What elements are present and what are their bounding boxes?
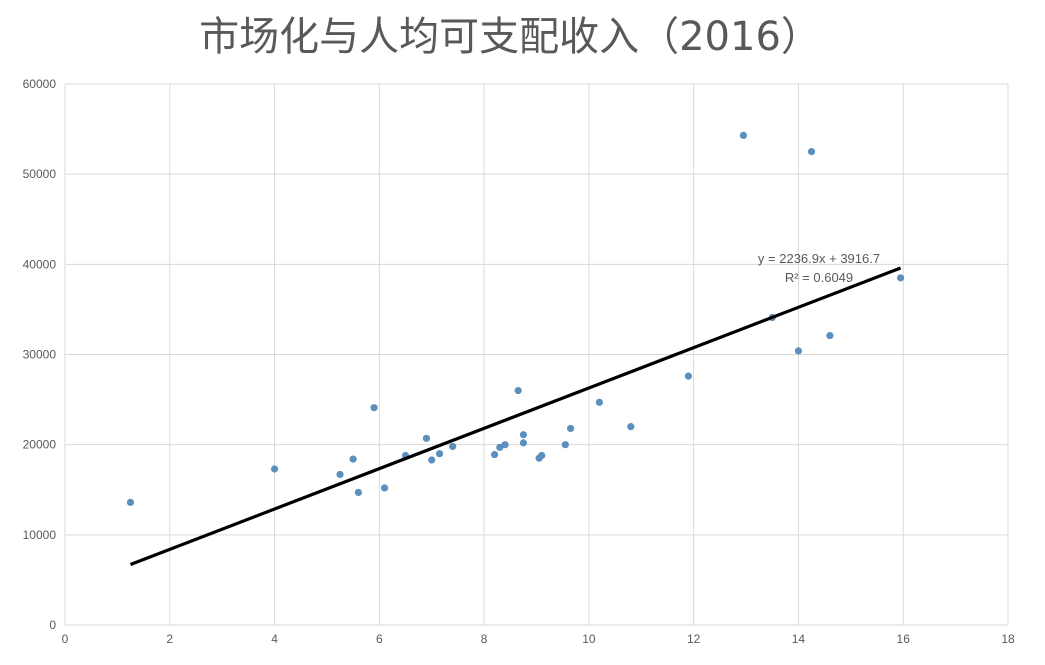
chart-title: 市场化与人均可支配收入（2016） — [199, 14, 821, 60]
x-tick-label: 18 — [1001, 632, 1015, 646]
y-tick-label: 10000 — [23, 528, 57, 542]
data-point — [349, 455, 357, 463]
y-tick-label: 40000 — [23, 257, 57, 271]
data-point — [354, 488, 362, 497]
data-point — [897, 274, 905, 282]
data-points — [126, 131, 905, 506]
y-tick-label: 30000 — [23, 348, 57, 362]
x-tick-label: 10 — [582, 632, 596, 646]
y-axis-tick-labels: 0 10000 20000 30000 40000 50000 60000 — [23, 77, 57, 632]
data-point — [380, 484, 389, 492]
y-tick-label: 0 — [49, 618, 56, 632]
grid-lines — [64, 83, 1009, 626]
trendline-equation: y = 2236.9x + 3916.7 — [758, 251, 880, 266]
y-tick-label: 60000 — [23, 77, 57, 91]
trendline — [129, 266, 902, 566]
data-point — [514, 386, 522, 395]
data-point — [566, 424, 575, 433]
data-point — [435, 450, 444, 458]
data-point — [826, 331, 834, 340]
data-point — [370, 404, 378, 412]
x-tick-label: 2 — [166, 632, 173, 646]
data-point — [428, 456, 436, 464]
x-tick-label: 8 — [481, 632, 488, 646]
trendline-r-squared: R² = 0.6049 — [785, 270, 853, 285]
data-point — [519, 431, 528, 439]
y-tick-label: 20000 — [23, 438, 57, 452]
data-point — [561, 441, 569, 449]
x-tick-label: 16 — [897, 632, 911, 646]
data-point — [422, 434, 431, 442]
data-point — [595, 398, 603, 406]
x-tick-label: 12 — [687, 632, 701, 646]
data-point — [627, 423, 635, 431]
data-point — [490, 450, 499, 459]
y-tick-label: 50000 — [23, 167, 57, 181]
data-point — [684, 372, 693, 380]
x-tick-label: 0 — [62, 632, 69, 646]
data-point — [336, 470, 344, 479]
x-axis-tick-labels: 0 2 4 6 8 10 12 14 16 18 — [62, 632, 1015, 646]
x-tick-label: 6 — [376, 632, 383, 646]
data-point — [126, 498, 135, 506]
x-tick-label: 4 — [271, 632, 278, 646]
data-point — [794, 347, 803, 355]
data-point — [807, 148, 816, 156]
data-point — [519, 439, 528, 447]
data-point — [449, 442, 457, 451]
data-point — [739, 131, 748, 139]
data-point — [501, 441, 509, 449]
data-point — [538, 451, 546, 460]
data-point — [270, 465, 279, 473]
x-tick-label: 14 — [792, 632, 806, 646]
